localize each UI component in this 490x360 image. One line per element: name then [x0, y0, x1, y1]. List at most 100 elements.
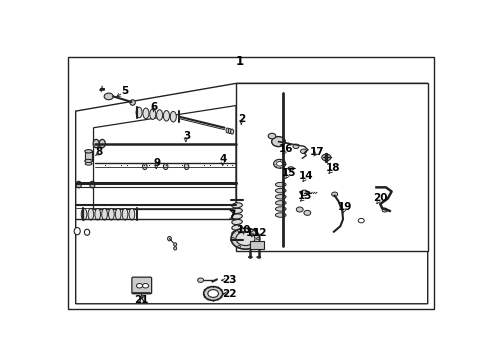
Text: 3: 3 [183, 131, 190, 141]
Circle shape [273, 159, 286, 168]
Ellipse shape [232, 203, 243, 208]
Circle shape [296, 207, 303, 212]
Ellipse shape [136, 107, 142, 118]
Text: 10: 10 [237, 225, 251, 235]
Circle shape [236, 232, 255, 246]
Ellipse shape [150, 109, 156, 120]
Circle shape [250, 246, 253, 248]
Circle shape [332, 192, 338, 197]
Ellipse shape [288, 167, 294, 170]
Ellipse shape [99, 139, 105, 148]
Ellipse shape [129, 208, 135, 220]
Ellipse shape [85, 150, 93, 153]
Text: 23: 23 [222, 275, 237, 285]
Ellipse shape [173, 243, 177, 246]
Ellipse shape [232, 220, 243, 225]
Circle shape [136, 284, 143, 288]
Ellipse shape [108, 208, 114, 220]
Circle shape [358, 219, 364, 223]
Ellipse shape [257, 256, 261, 258]
Circle shape [204, 287, 222, 301]
Ellipse shape [93, 139, 99, 148]
Polygon shape [94, 105, 236, 210]
Ellipse shape [228, 129, 231, 134]
Ellipse shape [232, 208, 243, 213]
Text: 16: 16 [279, 144, 294, 154]
Ellipse shape [231, 129, 234, 134]
FancyBboxPatch shape [132, 277, 151, 294]
Circle shape [238, 246, 241, 248]
Ellipse shape [85, 162, 92, 165]
Ellipse shape [275, 201, 286, 205]
Ellipse shape [232, 214, 243, 219]
Circle shape [293, 144, 299, 149]
Ellipse shape [173, 247, 177, 250]
Text: 18: 18 [326, 163, 341, 173]
Text: 4: 4 [220, 154, 227, 164]
Ellipse shape [163, 111, 170, 121]
Circle shape [382, 208, 388, 212]
Ellipse shape [157, 110, 163, 120]
Circle shape [238, 230, 241, 232]
Ellipse shape [143, 163, 147, 170]
Text: 9: 9 [153, 158, 161, 168]
Ellipse shape [95, 208, 100, 220]
Ellipse shape [275, 194, 286, 199]
Bar [249, 241, 264, 249]
Text: 14: 14 [299, 171, 314, 181]
Text: 5: 5 [122, 86, 129, 96]
Circle shape [304, 210, 311, 215]
Ellipse shape [184, 163, 189, 170]
Ellipse shape [84, 229, 90, 235]
Ellipse shape [143, 108, 149, 118]
Ellipse shape [81, 208, 87, 220]
Ellipse shape [163, 163, 168, 170]
Circle shape [197, 278, 204, 283]
Ellipse shape [88, 208, 94, 220]
Text: 19: 19 [338, 202, 352, 212]
Polygon shape [75, 84, 428, 304]
Text: 1: 1 [236, 55, 244, 68]
Ellipse shape [85, 159, 93, 163]
Text: 6: 6 [150, 102, 158, 112]
Text: 11: 11 [245, 228, 260, 238]
Circle shape [256, 238, 260, 240]
Circle shape [300, 190, 308, 195]
Ellipse shape [275, 188, 286, 193]
Text: 22: 22 [222, 288, 237, 298]
Ellipse shape [226, 128, 229, 133]
Circle shape [268, 133, 276, 139]
Ellipse shape [248, 256, 252, 258]
Circle shape [104, 93, 113, 100]
Text: 21: 21 [135, 296, 149, 305]
Text: 2: 2 [239, 114, 245, 123]
Ellipse shape [102, 208, 107, 220]
Text: 12: 12 [253, 228, 268, 238]
Circle shape [300, 149, 307, 153]
Ellipse shape [130, 100, 135, 105]
Text: 7: 7 [228, 210, 236, 220]
Text: 8: 8 [96, 147, 103, 157]
Text: 20: 20 [373, 193, 388, 203]
Circle shape [322, 154, 331, 161]
Polygon shape [236, 84, 428, 251]
Ellipse shape [74, 228, 80, 235]
Bar [85, 151, 93, 161]
Ellipse shape [232, 230, 243, 236]
Ellipse shape [275, 213, 286, 217]
Circle shape [271, 136, 285, 147]
Ellipse shape [168, 237, 172, 241]
Ellipse shape [122, 208, 128, 220]
Ellipse shape [90, 181, 95, 188]
Circle shape [250, 230, 253, 232]
Ellipse shape [232, 225, 243, 230]
Circle shape [208, 290, 219, 297]
Circle shape [276, 162, 283, 166]
Text: 13: 13 [298, 191, 313, 201]
Ellipse shape [76, 181, 81, 188]
Circle shape [143, 284, 148, 288]
Text: 17: 17 [310, 147, 324, 157]
Ellipse shape [232, 236, 243, 241]
Circle shape [231, 228, 260, 249]
Ellipse shape [275, 183, 286, 187]
